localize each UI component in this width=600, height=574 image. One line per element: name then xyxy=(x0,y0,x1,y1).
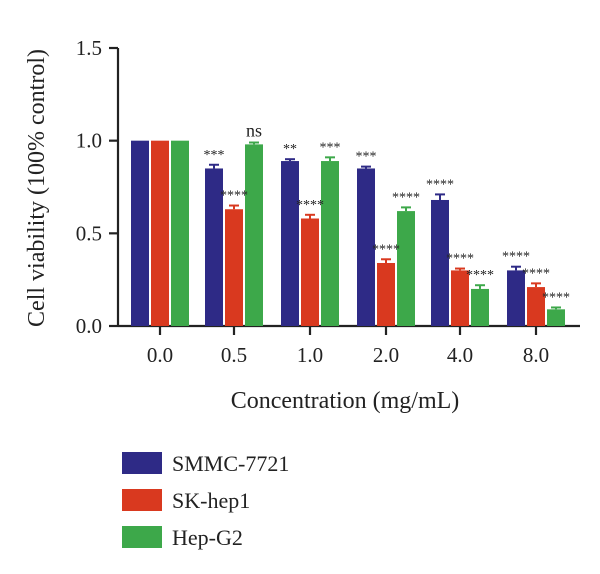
significance-label: **** xyxy=(466,268,494,283)
y-axis-title: Cell viability (100% control) xyxy=(24,49,50,327)
y-axis: 0.0 0.5 1.0 1.5 xyxy=(76,36,120,338)
y-tick-label: 0.0 xyxy=(76,314,102,338)
legend: SMMC-7721 SK-hep1 Hep-G2 xyxy=(122,451,289,550)
legend-swatch xyxy=(122,452,162,474)
significance-label: *** xyxy=(356,150,377,165)
bar xyxy=(527,287,545,326)
bar xyxy=(471,288,489,326)
bar xyxy=(547,309,565,326)
x-tick-label: 8.0 xyxy=(523,343,549,367)
legend-label: SMMC-7721 xyxy=(172,451,289,476)
bar xyxy=(397,211,415,326)
significance-label: **** xyxy=(392,190,420,205)
significance-labels: *******ns*******************************… xyxy=(204,121,571,306)
bar xyxy=(205,168,223,326)
bar xyxy=(451,270,469,326)
significance-label: **** xyxy=(522,266,550,281)
significance-label: **** xyxy=(426,177,454,192)
legend-label: Hep-G2 xyxy=(172,525,243,550)
significance-label: *** xyxy=(320,140,341,155)
bar xyxy=(281,161,299,326)
significance-label: **** xyxy=(502,250,530,265)
bar xyxy=(171,140,189,326)
legend-swatch xyxy=(122,526,162,548)
significance-label: **** xyxy=(542,290,570,305)
bars xyxy=(131,140,565,326)
significance-label: ns xyxy=(246,121,262,141)
bar xyxy=(431,199,449,326)
x-tick-label: 1.0 xyxy=(297,343,323,367)
bar xyxy=(357,168,375,326)
x-tick-label: 2.0 xyxy=(373,343,399,367)
bar xyxy=(151,140,169,326)
significance-label: **** xyxy=(446,252,474,267)
x-axis-title: Concentration (mg/mL) xyxy=(231,388,460,414)
bar xyxy=(245,144,263,326)
x-tick-label: 0.5 xyxy=(221,343,247,367)
legend-swatch xyxy=(122,489,162,511)
y-tick-label: 1.5 xyxy=(76,36,102,60)
significance-label: *** xyxy=(204,148,225,163)
significance-label: **** xyxy=(220,189,248,204)
bar xyxy=(377,262,395,326)
bar xyxy=(321,161,339,326)
legend-label: SK-hep1 xyxy=(172,488,250,513)
bar xyxy=(131,140,149,326)
significance-label: ** xyxy=(283,142,297,157)
y-tick-label: 1.0 xyxy=(76,129,102,153)
bar xyxy=(301,218,319,326)
significance-label: **** xyxy=(296,198,324,213)
x-tick-label: 0.0 xyxy=(147,343,173,367)
bar xyxy=(225,209,243,326)
y-tick-label: 0.5 xyxy=(76,221,102,245)
significance-label: **** xyxy=(372,242,400,257)
x-axis: 0.0 0.5 1.0 2.0 4.0 8.0 xyxy=(118,324,580,367)
bar xyxy=(507,270,525,326)
x-tick-label: 4.0 xyxy=(447,343,473,367)
